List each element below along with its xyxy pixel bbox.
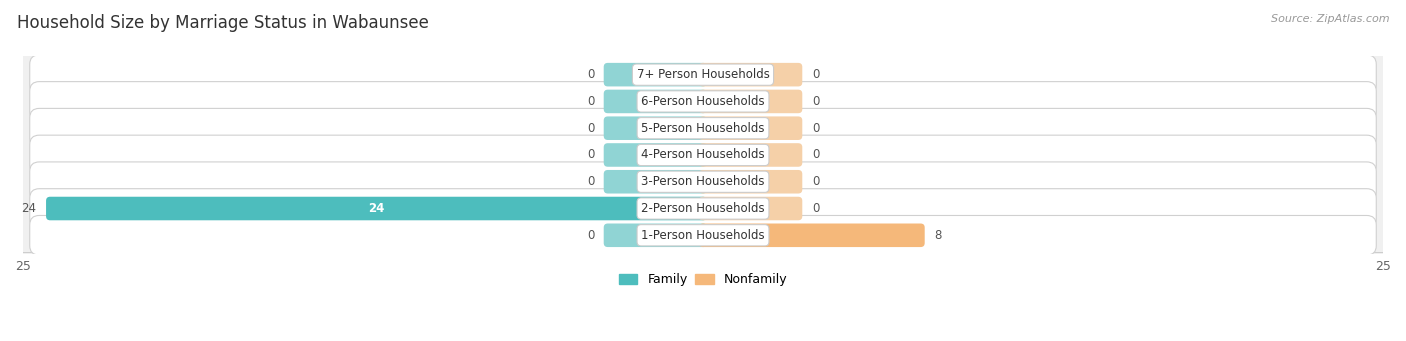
FancyBboxPatch shape	[603, 63, 707, 86]
Text: 0: 0	[811, 175, 820, 188]
Text: 0: 0	[811, 122, 820, 135]
FancyBboxPatch shape	[30, 108, 1376, 148]
FancyBboxPatch shape	[603, 116, 707, 140]
Text: 0: 0	[586, 175, 595, 188]
Text: 5-Person Households: 5-Person Households	[641, 122, 765, 135]
Text: 0: 0	[586, 95, 595, 108]
FancyBboxPatch shape	[699, 116, 803, 140]
FancyBboxPatch shape	[30, 55, 1376, 94]
FancyBboxPatch shape	[699, 143, 803, 167]
Text: 0: 0	[811, 148, 820, 162]
FancyBboxPatch shape	[30, 162, 1376, 202]
Text: Source: ZipAtlas.com: Source: ZipAtlas.com	[1271, 14, 1389, 24]
Text: 8: 8	[934, 229, 942, 242]
Text: 6-Person Households: 6-Person Households	[641, 95, 765, 108]
FancyBboxPatch shape	[603, 170, 707, 194]
Text: 4-Person Households: 4-Person Households	[641, 148, 765, 162]
FancyBboxPatch shape	[699, 197, 803, 220]
Text: 0: 0	[811, 68, 820, 81]
Text: 7+ Person Households: 7+ Person Households	[637, 68, 769, 81]
Text: 0: 0	[586, 148, 595, 162]
Text: 0: 0	[586, 229, 595, 242]
FancyBboxPatch shape	[699, 170, 803, 194]
Text: 24: 24	[21, 202, 37, 215]
Text: Household Size by Marriage Status in Wabaunsee: Household Size by Marriage Status in Wab…	[17, 14, 429, 32]
FancyBboxPatch shape	[603, 90, 707, 113]
Text: 0: 0	[586, 122, 595, 135]
Text: 0: 0	[811, 202, 820, 215]
Text: 1-Person Households: 1-Person Households	[641, 229, 765, 242]
FancyBboxPatch shape	[30, 216, 1376, 255]
FancyBboxPatch shape	[603, 223, 707, 247]
Legend: Family, Nonfamily: Family, Nonfamily	[613, 268, 793, 291]
FancyBboxPatch shape	[46, 197, 707, 220]
Text: 0: 0	[811, 95, 820, 108]
FancyBboxPatch shape	[30, 135, 1376, 175]
FancyBboxPatch shape	[699, 223, 925, 247]
FancyBboxPatch shape	[699, 63, 803, 86]
Text: 24: 24	[368, 202, 385, 215]
FancyBboxPatch shape	[699, 90, 803, 113]
Text: 2-Person Households: 2-Person Households	[641, 202, 765, 215]
Text: 0: 0	[586, 68, 595, 81]
FancyBboxPatch shape	[30, 81, 1376, 121]
Text: 3-Person Households: 3-Person Households	[641, 175, 765, 188]
FancyBboxPatch shape	[603, 143, 707, 167]
FancyBboxPatch shape	[30, 189, 1376, 228]
